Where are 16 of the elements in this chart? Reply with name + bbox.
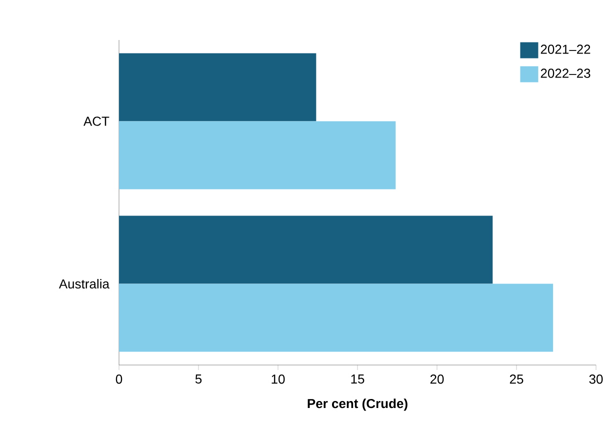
- y-tick-label: ACT: [84, 116, 110, 126]
- bar: [119, 121, 396, 190]
- x-tick-label: 30: [589, 374, 603, 384]
- x-tick-label: 10: [272, 374, 285, 384]
- bar: [119, 53, 316, 122]
- y-tick-label: Australia: [58, 278, 110, 289]
- x-axis-title: Per cent (Crude): [308, 398, 408, 411]
- legend-label: 2021–22: [540, 44, 590, 54]
- bar: [119, 216, 493, 284]
- bar: [119, 284, 554, 352]
- x-tick-label: 20: [430, 374, 444, 384]
- x-tick-label: 25: [510, 374, 524, 384]
- x-tick-label: 15: [351, 374, 364, 384]
- x-tick-label: 0: [116, 374, 122, 384]
- x-tick-label: 5: [195, 374, 202, 384]
- legend-label: 2022–23: [540, 68, 590, 78]
